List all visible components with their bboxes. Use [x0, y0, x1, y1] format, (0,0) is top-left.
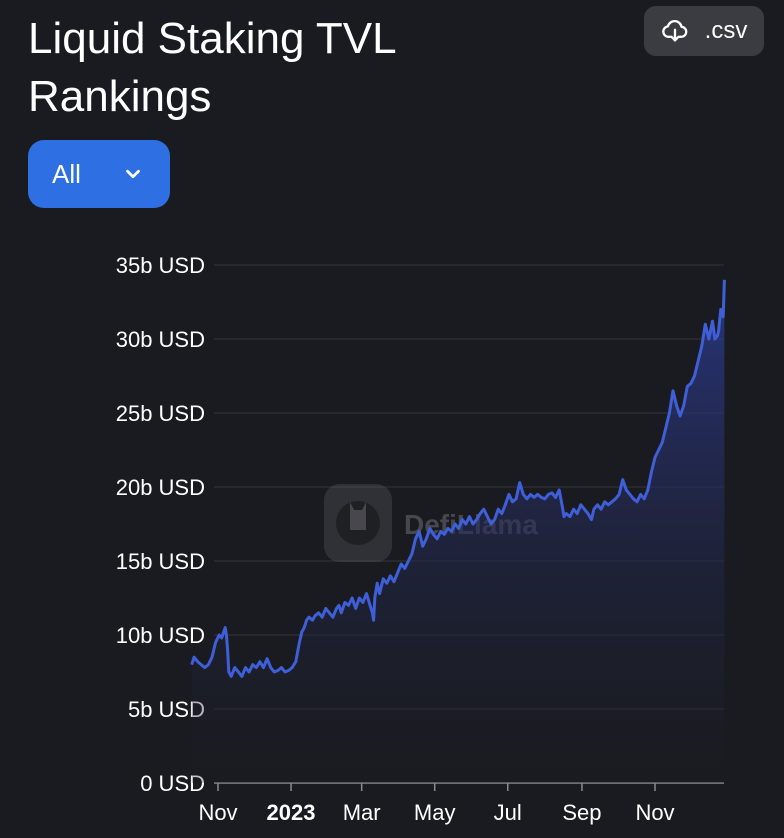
- page-title: Liquid Staking TVL Rankings: [28, 14, 395, 121]
- tvl-series-line: [190, 279, 726, 678]
- cloud-download-icon: [661, 17, 689, 45]
- x-tick-label: Sep: [562, 800, 601, 825]
- y-tick-label: 35b USD: [116, 253, 205, 278]
- x-tick-label: Nov: [635, 800, 674, 825]
- csv-button-label: .csv: [704, 17, 748, 44]
- chevron-down-icon: [122, 163, 144, 185]
- y-tick-label: 20b USD: [116, 475, 205, 500]
- csv-download-button[interactable]: .csv: [644, 6, 764, 56]
- llama-logo-icon: [324, 484, 392, 562]
- y-tick-label: 15b USD: [116, 549, 205, 574]
- x-tick-label: 2023: [267, 800, 316, 825]
- filter-dropdown-label: All: [52, 158, 81, 189]
- tvl-area-fill: [191, 279, 725, 783]
- x-axis: Nov 2023 Mar May Jul Sep Nov: [198, 783, 675, 825]
- x-tick-label: Jul: [494, 800, 522, 825]
- x-tick-label: Mar: [343, 800, 381, 825]
- y-tick-label: 30b USD: [116, 327, 205, 352]
- y-tick-label: 25b USD: [116, 401, 205, 426]
- filter-dropdown[interactable]: All: [28, 140, 170, 208]
- x-tick-label: May: [414, 800, 456, 825]
- x-tick-label: Nov: [198, 800, 237, 825]
- y-tick-label: 10b USD: [116, 623, 205, 648]
